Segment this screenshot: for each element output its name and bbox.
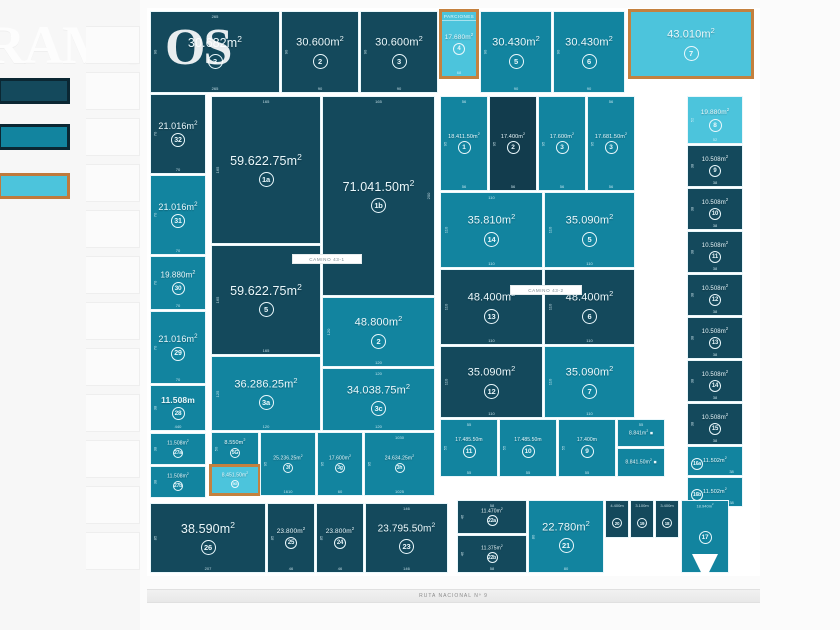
lot-3g[interactable]: 95 17.600m2 3g 60 <box>317 432 363 496</box>
lot-12[interactable]: 110 35.090m2 12 110 <box>440 346 543 418</box>
lot-3-mid-b[interactable]: 56 95 17.681.50m2 3 56 <box>587 96 635 191</box>
lot-3[interactable]: 265 90 30.682m2 3 265 <box>150 11 280 93</box>
street-label-1: CAMINO 43-1 <box>292 254 362 264</box>
lot-7-top[interactable]: 43.010m2 7 <box>628 9 754 79</box>
lot-22b[interactable]: 46 11.375m2 22b 58 <box>457 535 527 573</box>
map-canvas[interactable]: 265 90 30.682m2 3 265 90 30.600m2 2 90 9… <box>140 0 840 630</box>
lot-6[interactable]: 110 48.400m2 6 110 <box>544 269 635 345</box>
lot-10-right[interactable]: 38 10.508m2 10 38 <box>687 188 743 230</box>
lot-7[interactable]: 110 35.090m2 7 110 <box>544 346 635 418</box>
lot-3a[interactable]: 125 36.286.25m2 3a 120 <box>211 356 321 431</box>
lot-1a[interactable]: 165 165 59.622.75m2 1a <box>211 96 321 244</box>
lot-1b[interactable]: 165 200 71.041.50m2 1b <box>322 96 435 296</box>
rail-card <box>86 532 140 570</box>
lot-27a[interactable]: 38 11.508m2 27a <box>150 433 206 465</box>
lot-3c[interactable]: 120 34.038.75m2 3c 120 <box>322 368 435 431</box>
lot-3-mid[interactable]: 95 17.600m2 3 56 <box>538 96 586 191</box>
lot-5-top[interactable]: 90 30.430m2 5 90 <box>480 11 552 93</box>
rail-card <box>86 394 140 432</box>
lot-20[interactable]: 4.400m 20 <box>605 500 629 538</box>
lot-14-right[interactable]: 38 10.508m2 14 38 <box>687 360 743 402</box>
route-band: RUTA NACIONAL Nº 9 <box>147 589 760 603</box>
lot-5G[interactable]: 50 8.550m2 5G <box>211 432 259 465</box>
legend-swatch-available[interactable] <box>0 173 70 199</box>
rail-card <box>86 72 140 110</box>
route-label: RUTA NACIONAL Nº 9 <box>419 593 488 599</box>
lot-4[interactable]: PARCIONES 17.680m2 4 68 <box>439 9 479 79</box>
lot-13-right[interactable]: 38 10.508m2 13 38 <box>687 317 743 359</box>
lot-22a[interactable]: 58 46 11.470m2 22a <box>457 500 527 534</box>
lot-30[interactable]: 70 19.880m2 30 70 <box>150 256 206 310</box>
lot-9-right[interactable]: 38 10.508m2 9 38 <box>687 145 743 187</box>
lot-21[interactable]: 80 22.780m2 21 80 <box>528 500 604 573</box>
lot-25[interactable]: 85 23.800m2 25 46 <box>267 503 315 573</box>
lot-18[interactable]: 3.400m 18 <box>655 500 679 538</box>
rail-card <box>86 118 140 156</box>
rail-card <box>86 256 140 294</box>
rail-card <box>86 302 140 340</box>
site-plan: 265 90 30.682m2 3 265 90 30.600m2 2 90 9… <box>147 8 760 576</box>
rail-card <box>86 440 140 478</box>
lot-8b[interactable]: 55 8.841m2 ■ <box>617 419 665 447</box>
lot-24[interactable]: 85 23.800m2 24 46 <box>316 503 364 573</box>
lot-9[interactable]: 55 17.400m 9 55 <box>558 419 616 477</box>
lot-26[interactable]: 85 38.590m2 26 207 <box>150 503 266 573</box>
lot-8c[interactable]: 8.841.50m2 ■ <box>617 448 665 477</box>
lot-6-top[interactable]: 90 30.430m2 6 90 <box>553 11 625 93</box>
legend-swatch-reserved[interactable] <box>0 124 70 150</box>
rail-card <box>86 26 140 64</box>
rail-card <box>86 210 140 248</box>
lot-15-right[interactable]: 38 10.508m2 15 38 <box>687 403 743 445</box>
rail-card <box>86 486 140 524</box>
lot-8[interactable]: 52 19.880m2 8 52 <box>687 96 743 144</box>
rail-card <box>86 348 140 386</box>
lot-5-mid[interactable]: 110 35.090m2 5 110 <box>544 192 635 268</box>
lot-11[interactable]: 55 55 17.485.50m 11 55 <box>440 419 498 477</box>
lot-31[interactable]: 70 21.016m2 31 70 <box>150 175 206 255</box>
lot-3h[interactable]: 1030 95 24.634.25m2 3h 1025 <box>364 432 435 496</box>
lot-3f[interactable]: 95 25.236.25m2 3f 1610 <box>260 432 316 496</box>
rail-card <box>86 164 140 202</box>
lot-32[interactable]: 70 21.016m2 32 70 <box>150 94 206 174</box>
lot-13[interactable]: 110 48.400m2 13 110 <box>440 269 543 345</box>
lot-12-right[interactable]: 38 10.508m2 12 38 <box>687 274 743 316</box>
lot-2-mid[interactable]: 95 17.400m2 2 56 <box>489 96 537 191</box>
lot-29[interactable]: 70 21.016m2 29 70 <box>150 311 206 384</box>
street-label-2: CAMINO 43-2 <box>510 285 582 295</box>
lot-1-mid[interactable]: 56 95 18.411.50m2 1 56 <box>440 96 488 191</box>
lot-3b[interactable]: 90 30.600m2 3 90 <box>360 11 438 93</box>
lot-27b[interactable]: 38 11.508m2 27b <box>150 466 206 498</box>
lot-28[interactable]: 38 11.508m 28 440 <box>150 385 206 431</box>
lot-14-mid[interactable]: 110 110 35.810m2 14 110 <box>440 192 543 268</box>
lot-5G-b[interactable]: 8.451.50m2 5G <box>209 464 261 496</box>
lot-10[interactable]: 55 17.485.50m 10 55 <box>499 419 557 477</box>
lot-2-top[interactable]: 90 30.600m2 2 90 <box>281 11 359 93</box>
lot-11-right[interactable]: 38 10.508m2 11 38 <box>687 231 743 273</box>
lot-19[interactable]: 3.100m 19 <box>630 500 654 538</box>
sidebar-rail: RAMOS <box>0 0 183 630</box>
lot-2[interactable]: 120 48.800m2 2 120 <box>322 297 435 367</box>
lot-16a[interactable]: 11.502m2 16a 38 <box>687 446 743 476</box>
lot-23[interactable]: 146 23.795.50m2 23 146 <box>365 503 448 573</box>
legend-swatch-sold[interactable] <box>0 78 70 104</box>
